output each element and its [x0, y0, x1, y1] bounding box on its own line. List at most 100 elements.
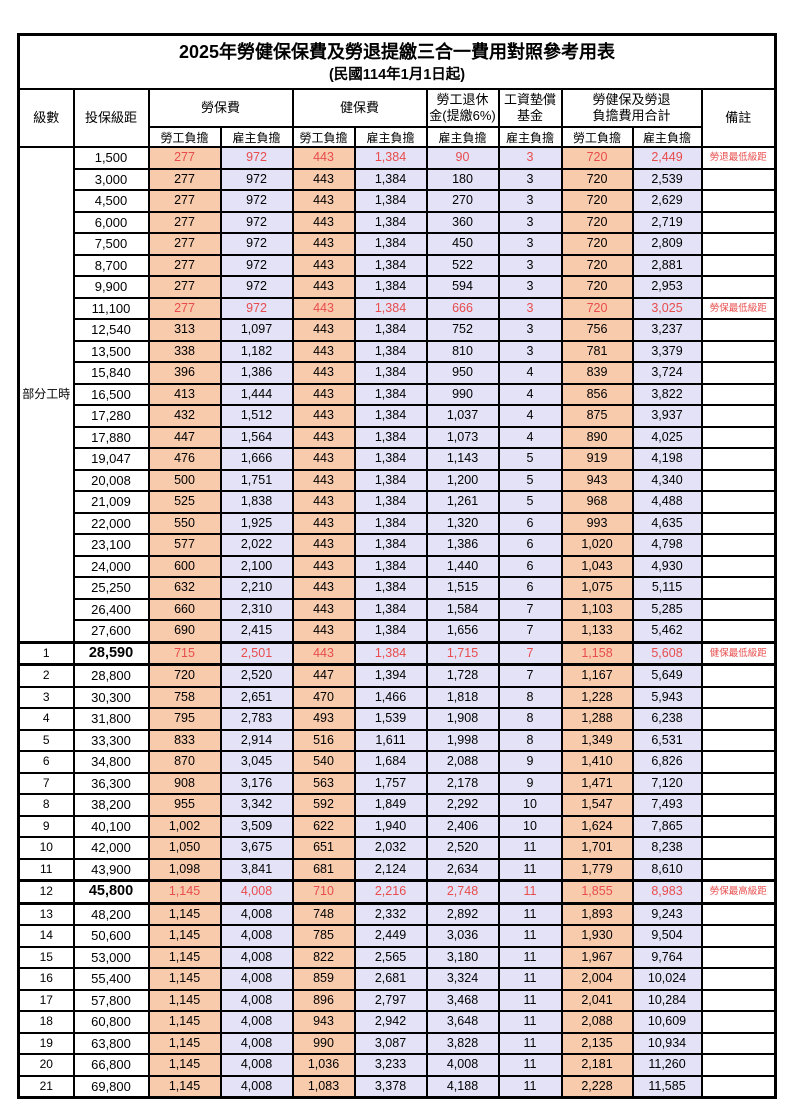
level-cell: 20	[17, 1053, 75, 1077]
table-row: 7 36,300 908 3,176 563 1,757 2,178 9 1,471 7,120	[17, 771, 777, 795]
wage-fund-employer-cell: 3	[497, 232, 563, 256]
health-employer-cell: 1,384	[353, 597, 428, 621]
labor-employer-cell: 2,310	[219, 597, 294, 621]
total-employer-cell: 7,865	[631, 814, 703, 838]
header-wage-fund-line1: 工資墊償	[503, 92, 556, 107]
table-row: 19 63,800 1,145 4,008 990 3,087 3,828 11 2,135 10…	[17, 1031, 777, 1055]
health-employer-cell: 1,384	[353, 554, 428, 578]
wage-fund-employer-cell: 7	[497, 619, 563, 643]
total-employer-cell: 6,531	[631, 728, 703, 752]
table-row: 17,280 432 1,512 443 1,384 1,037 4 875 3,937	[19, 404, 777, 428]
labor-employee-cell: 277	[147, 210, 222, 234]
health-employee-cell: 1,083	[291, 1074, 356, 1099]
pension-employer-cell: 2,892	[425, 902, 500, 926]
health-employer-cell: 1,384	[353, 511, 428, 535]
pension-employer-cell: 2,088	[425, 750, 500, 774]
level-cell: 4	[17, 707, 75, 731]
note-cell	[700, 902, 777, 926]
total-employer-cell: 9,504	[631, 924, 703, 948]
labor-employee-cell: 1,145	[147, 879, 222, 905]
bracket-cell: 3,000	[72, 167, 150, 191]
pension-employer-cell: 2,292	[425, 793, 500, 817]
total-employee-cell: 1,043	[560, 554, 634, 578]
note-cell	[700, 511, 777, 535]
total-employer-cell: 4,798	[631, 533, 703, 557]
total-employee-cell: 1,103	[560, 597, 634, 621]
labor-employee-cell: 277	[147, 167, 222, 191]
health-employee-cell: 443	[291, 468, 356, 492]
pension-employer-cell: 1,037	[425, 404, 500, 428]
total-employee-cell: 2,135	[560, 1031, 634, 1055]
wage-fund-employer-cell: 8	[497, 685, 563, 709]
header-total: 勞健保及勞退 負擔費用合計	[560, 88, 703, 128]
wage-fund-employer-cell: 4	[497, 425, 563, 449]
health-employee-cell: 443	[291, 382, 356, 406]
health-employee-cell: 443	[291, 447, 356, 471]
note-cell	[700, 663, 777, 688]
bracket-cell: 42,000	[72, 836, 150, 860]
health-employer-cell: 1,384	[353, 189, 428, 213]
wage-fund-employer-cell: 6	[497, 576, 563, 600]
pension-employer-cell: 990	[425, 382, 500, 406]
bracket-cell: 60,800	[72, 1010, 150, 1034]
total-employee-cell: 1,228	[560, 685, 634, 709]
health-employer-cell: 1,384	[353, 275, 428, 299]
labor-employer-cell: 4,008	[219, 1031, 294, 1055]
wage-fund-employer-cell: 6	[497, 554, 563, 578]
labor-employer-cell: 2,651	[219, 685, 294, 709]
total-employer-cell: 4,488	[631, 490, 703, 514]
wage-fund-employer-cell: 11	[497, 988, 563, 1012]
health-employee-cell: 493	[291, 707, 356, 731]
labor-employer-cell: 2,914	[219, 728, 294, 752]
health-employee-cell: 1,036	[291, 1053, 356, 1077]
note-cell	[700, 490, 777, 514]
health-employee-cell: 443	[291, 210, 356, 234]
table-row: 13,500 338 1,182 443 1,384 810 3 781 3,379	[19, 339, 777, 363]
table-row: 11 43,900 1,098 3,841 681 2,124 2,634 11 1,779 8,…	[17, 857, 777, 882]
pension-employer-cell: 810	[425, 339, 500, 363]
wage-fund-employer-cell: 3	[497, 296, 563, 320]
wage-fund-employer-cell: 4	[497, 382, 563, 406]
level-cell: 8	[17, 793, 75, 817]
health-employee-cell: 443	[291, 490, 356, 514]
table-row: 19,047 476 1,666 443 1,384 1,143 5 919 4,198	[19, 447, 777, 471]
level-cell: 14	[17, 924, 75, 948]
note-cell: 勞保最低級距	[700, 296, 777, 320]
total-employer-cell: 2,539	[631, 167, 703, 191]
total-employer-cell: 11,585	[631, 1074, 703, 1099]
bracket-cell: 24,000	[72, 554, 150, 578]
page-title: 2025年勞健保保費及勞退提繳三合一費用對照參考用表	[179, 41, 616, 62]
labor-employer-cell: 1,386	[219, 361, 294, 385]
health-employee-cell: 443	[291, 167, 356, 191]
pension-employer-cell: 2,634	[425, 857, 500, 882]
note-cell: 勞保最高級距	[700, 879, 777, 905]
wage-fund-employer-cell: 11	[497, 879, 563, 905]
total-employer-cell: 3,379	[631, 339, 703, 363]
labor-employee-cell: 1,145	[147, 1053, 222, 1077]
health-employer-cell: 1,384	[353, 210, 428, 234]
labor-employee-cell: 500	[147, 468, 222, 492]
table-row: 23,100 577 2,022 443 1,384 1,386 6 1,020 4,798	[19, 533, 777, 557]
bracket-cell: 8,700	[72, 253, 150, 277]
pension-employer-cell: 1,073	[425, 425, 500, 449]
health-employee-cell: 443	[291, 511, 356, 535]
labor-employer-cell: 1,925	[219, 511, 294, 535]
labor-employee-cell: 715	[147, 640, 222, 666]
health-employee-cell: 443	[291, 361, 356, 385]
total-employee-cell: 1,410	[560, 750, 634, 774]
wage-fund-employer-cell: 7	[497, 597, 563, 621]
total-employee-cell: 1,133	[560, 619, 634, 643]
pension-employer-cell: 270	[425, 189, 500, 213]
header-row-burden: 勞工負擔 雇主負擔 勞工負擔 雇主負擔 雇主負擔 雇主負擔 勞工負擔 雇主負擔	[19, 126, 776, 148]
total-employee-cell: 1,547	[560, 793, 634, 817]
pension-employer-cell: 1,728	[425, 663, 500, 688]
total-employer-cell: 9,243	[631, 902, 703, 926]
health-employee-cell: 443	[291, 296, 356, 320]
total-employer-cell: 8,983	[631, 879, 703, 905]
note-cell	[700, 750, 777, 774]
wage-fund-employer-cell: 3	[497, 210, 563, 234]
pension-employer-cell: 1,584	[425, 597, 500, 621]
health-employee-cell: 470	[291, 685, 356, 709]
labor-employee-cell: 833	[147, 728, 222, 752]
title-row: 2025年勞健保保費及勞退提繳三合一費用對照參考用表 (民國114年1月1日起)	[17, 33, 777, 90]
